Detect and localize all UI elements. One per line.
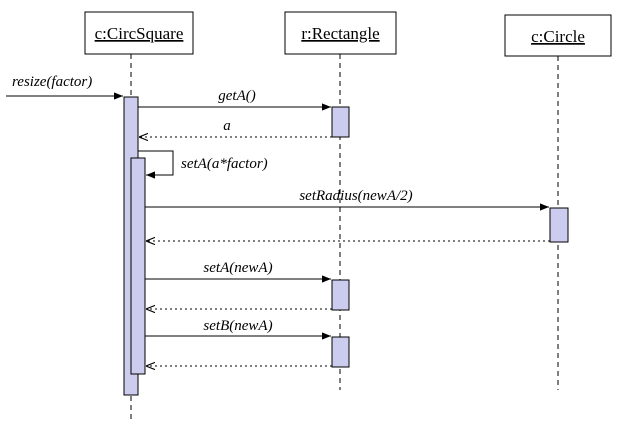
activation-rectangle-seta (331, 279, 350, 311)
message-seta-self-label: setA(a*factor) (181, 156, 268, 172)
activation-circle-setradius (549, 207, 569, 243)
object-circle-label: c:Circle (531, 27, 585, 46)
activation-circsquare-inner (130, 157, 146, 375)
activation-rectangle-setb (331, 336, 350, 368)
message-seta-self-arrow (138, 150, 174, 179)
message-geta-return-label: a (223, 118, 231, 134)
message-seta-label: setA(newA) (203, 260, 272, 276)
message-setb-label: setB(newA) (203, 318, 272, 334)
object-rectangle: r:Rectangle (284, 11, 397, 55)
object-circle: c:Circle (504, 14, 612, 57)
object-circsquare: c:CircSquare (84, 11, 194, 55)
message-resize-label: resize(factor) (12, 74, 92, 90)
message-geta-label: getA() (218, 88, 255, 104)
object-rectangle-label: r:Rectangle (301, 24, 379, 43)
object-circsquare-label: c:CircSquare (95, 24, 184, 43)
activation-rectangle-geta (331, 106, 350, 138)
message-setradius-label: setRadius(newA/2) (299, 188, 412, 204)
